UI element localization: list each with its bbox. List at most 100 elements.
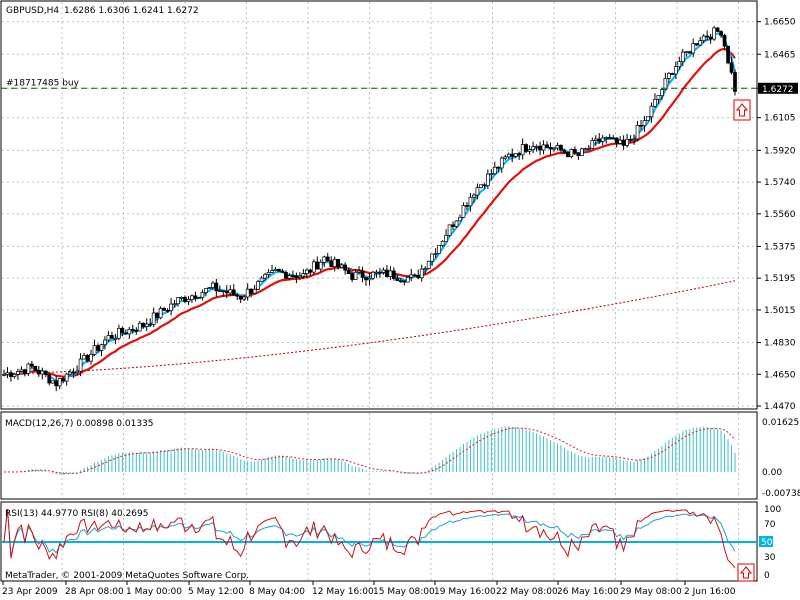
candle-body: [266, 272, 271, 275]
candle-body: [61, 378, 66, 382]
macd-tick: 0.01625: [762, 418, 799, 428]
candle-body: [625, 138, 629, 146]
candle-body: [733, 72, 737, 92]
candle-body: [57, 378, 62, 387]
candle-body: [548, 147, 553, 150]
price-tick-label: 1.4470: [764, 402, 796, 412]
candle-body: [158, 308, 163, 319]
current-price-label: 1.6272: [762, 85, 794, 95]
rsi-tick: 0: [764, 571, 770, 581]
candle-body: [444, 235, 448, 242]
candle-body: [531, 146, 535, 150]
candle-body: [336, 258, 341, 268]
candle-body: [228, 289, 233, 294]
time-tick-label: 12 May 16:00: [312, 587, 374, 597]
candle-body: [604, 136, 609, 139]
copyright-label: MetaTrader, © 2001-2009 MetaQuotes Softw…: [5, 571, 249, 581]
buy-arrow-icon[interactable]: [733, 99, 751, 121]
candle-body: [680, 51, 685, 63]
candle-body: [590, 140, 595, 149]
candle-body: [660, 89, 664, 97]
candle-body: [694, 43, 699, 46]
price-panel: [0, 0, 758, 410]
candle-body: [398, 280, 403, 282]
candle-body: [454, 220, 459, 227]
price-axis: 1.6650 1.6465 1.6105 1.5920 1.5740 1.5560 1.53…: [757, 18, 796, 412]
price-tick-label: 1.4830: [764, 339, 796, 349]
candle-body: [204, 288, 208, 293]
candle-body: [684, 51, 689, 54]
time-tick-label: 29 May 08:00: [620, 587, 682, 597]
candle-body: [117, 328, 121, 339]
candle-body: [677, 61, 682, 68]
time-tick-label: 1 May 00:00: [126, 587, 182, 597]
candle-body: [280, 270, 285, 273]
candle-body: [26, 363, 31, 374]
candle-body: [103, 339, 107, 346]
buy-arrow-icon[interactable]: [737, 563, 755, 582]
candle-body: [141, 322, 146, 327]
symbol-label: GBPUSD,H4: [6, 6, 59, 16]
candle-body: [687, 51, 692, 54]
candle-body: [499, 157, 504, 169]
candle-body: [238, 295, 243, 300]
candle-body: [465, 205, 469, 207]
candle-body: [19, 369, 24, 372]
price-tick-label: 1.4650: [764, 370, 796, 380]
candle-body: [252, 288, 257, 294]
candle-body: [506, 153, 511, 158]
candle-body: [155, 312, 160, 319]
time-tick-label: 23 Apr 2009: [2, 587, 58, 597]
candle-body: [726, 45, 730, 64]
candle-body: [667, 73, 671, 79]
candle-body: [235, 294, 240, 297]
candle-body: [169, 303, 173, 311]
candle-body: [311, 261, 316, 273]
candle-body: [151, 312, 156, 325]
candle-body: [2, 374, 6, 376]
candle-body: [339, 264, 344, 268]
candle-body: [635, 125, 640, 140]
price-tick-label: 1.5560: [764, 210, 796, 220]
candle-body: [284, 271, 288, 279]
candle-body: [68, 371, 72, 375]
candle-body: [649, 105, 654, 118]
price-tick-label: 1.6105: [764, 114, 796, 124]
candle-body: [722, 35, 727, 47]
candle-body: [405, 276, 410, 283]
candle-body: [646, 116, 650, 121]
candle-body: [165, 310, 170, 312]
candle-body: [40, 370, 45, 375]
time-tick-label: 2 Jun 16:00: [684, 587, 736, 597]
candle-body: [71, 371, 76, 374]
price-tick-label: 1.6650: [764, 18, 796, 28]
candle-body: [701, 35, 706, 42]
candle-body: [656, 95, 661, 100]
candle-body: [614, 137, 619, 144]
candle-body: [451, 224, 455, 227]
candle-body: [705, 35, 710, 38]
candle-body: [416, 275, 421, 279]
candle-body: [618, 139, 622, 144]
candle-body: [395, 278, 400, 281]
candle-body: [325, 256, 330, 262]
candle-body: [503, 156, 508, 159]
candle-body: [186, 299, 191, 302]
candle-body: [214, 282, 219, 292]
candle-body: [50, 380, 55, 384]
candle-body: [75, 370, 79, 374]
candle-body: [110, 335, 114, 339]
macd-tick: -0.00738: [762, 489, 800, 499]
candle-body: [486, 173, 490, 186]
candle-body: [353, 271, 358, 280]
candle-body: [628, 138, 633, 141]
candle-body: [231, 289, 236, 296]
price-tick-label: 1.5015: [764, 306, 796, 316]
candle-body: [322, 256, 327, 263]
candle-body: [412, 274, 417, 277]
candle-body: [708, 36, 713, 40]
candlesticks: [2, 25, 737, 392]
candle-body: [270, 270, 274, 273]
rsi-tick: 70: [764, 520, 776, 530]
candle-body: [85, 355, 90, 362]
